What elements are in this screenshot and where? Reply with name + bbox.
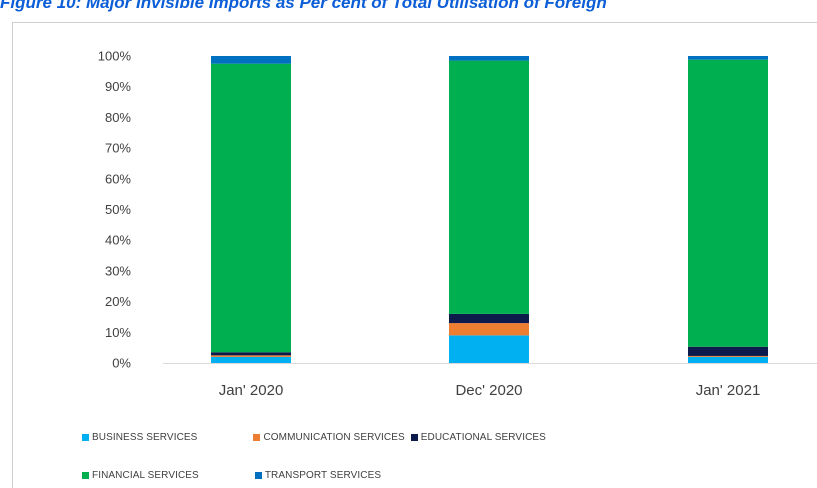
legend-swatch (410, 434, 418, 441)
bar-segment (449, 323, 529, 336)
bar-segment (688, 59, 768, 347)
legend-label: FINANCIAL SERVICES (92, 470, 199, 481)
bar-segment (211, 352, 291, 356)
legend-item: TRANSPORT SERVICES (254, 470, 382, 481)
legend-item: FINANCIAL SERVICES (82, 470, 199, 481)
legend-item: BUSINESS SERVICES (82, 432, 197, 443)
legend-row-1: BUSINESS SERVICES COMMUNICATION SERVICES E… (82, 432, 546, 443)
bar-segment (449, 313, 529, 324)
y-tick-label: 40% (105, 233, 131, 248)
legend-label: EDUCATIONAL SERVICES (420, 432, 546, 443)
bar-segment (449, 335, 529, 363)
x-tick-label: Dec' 2020 (455, 382, 522, 399)
bar-segment (688, 356, 768, 363)
legend-row-2: FINANCIAL SERVICES TRANSPORT SERVICES (82, 470, 381, 481)
y-tick-label: 80% (105, 110, 131, 125)
legend-swatch (82, 434, 89, 441)
legend-swatch (82, 472, 89, 479)
y-tick-label: 70% (105, 141, 131, 156)
y-tick-label: 10% (105, 325, 131, 340)
figure-title: Figure 10: Major Invisible Imports as Pe… (0, 0, 607, 12)
x-tick-label: Jan' 2021 (696, 382, 761, 399)
bars-group (211, 56, 768, 363)
legend-label: TRANSPORT SERVICES (264, 470, 382, 481)
bar-segment (688, 355, 768, 357)
bar-segment (211, 356, 291, 363)
y-tick-label: 50% (105, 202, 131, 217)
y-tick-label: 0% (112, 356, 131, 371)
bar-segment (211, 355, 291, 357)
y-tick-label: 100% (98, 49, 132, 64)
bar-segment (211, 63, 291, 353)
bar-segment (211, 56, 291, 64)
x-axis: Jan' 2020 Dec' 2020 Jan' 2021 (163, 363, 817, 399)
legend-item: COMMUNICATION SERVICES (253, 432, 405, 443)
bar-segment (449, 60, 529, 314)
legend: BUSINESS SERVICES COMMUNICATION SERVICES E… (82, 426, 802, 486)
bar-segment (688, 346, 768, 356)
y-tick-label: 30% (105, 263, 131, 278)
legend-label: BUSINESS SERVICES (92, 432, 198, 443)
bar-segment (449, 56, 529, 61)
legend-swatch (254, 472, 262, 479)
bar-segment (688, 56, 768, 60)
chart-container: 0% 10% 20% 30% 40% 50% 60% 70% 80% 90% 100% Jan' 2… (12, 22, 817, 488)
y-tick-label: 60% (105, 171, 131, 186)
stacked-bar-chart: 0% 10% 20% 30% 40% 50% 60% 70% 80% 90% 100% Jan' 2… (98, 49, 817, 399)
y-axis: 0% 10% 20% 30% 40% 50% 60% 70% 80% 90% 100% (98, 49, 132, 371)
legend-label: COMMUNICATION SERVICES (263, 432, 405, 443)
legend-swatch (253, 434, 261, 441)
legend-item: EDUCATIONAL SERVICES (410, 432, 546, 443)
y-tick-label: 90% (105, 79, 131, 94)
y-tick-label: 20% (105, 294, 131, 309)
x-tick-label: Jan' 2020 (219, 382, 284, 399)
